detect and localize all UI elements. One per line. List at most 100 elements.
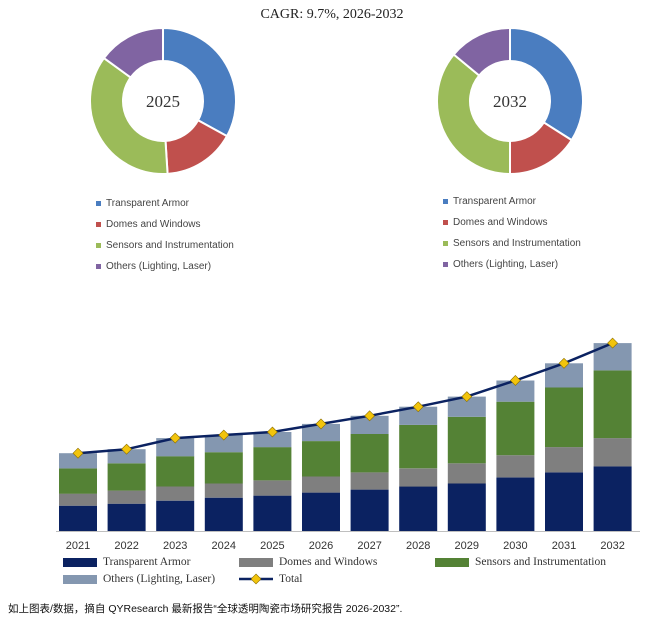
bar-segment-domes-and-windows-2021: [59, 493, 97, 506]
legend-label: Transparent Armor: [453, 195, 536, 207]
stacked-bar-chart: 2021 2022 2023 2024 2025 2026 2027 2028 2029 2030…: [56, 337, 640, 552]
bar-segment-others-lighting-laser-2029: [447, 396, 486, 417]
legend-swatch: [239, 557, 273, 567]
donut-legend-right: Transparent Armor Domes and Windows Sens…: [443, 191, 581, 275]
bar-segment-domes-and-windows-2022: [107, 490, 146, 504]
legend-item: Transparent Armor: [96, 193, 234, 214]
bar-segment-domes-and-windows-2023: [156, 486, 195, 501]
total-marker-2032: [607, 337, 619, 349]
x-tick-label: 2022: [114, 540, 138, 552]
bar-segment-transparent-armor-2028: [399, 486, 438, 531]
donut-slice-transparent-armor: [509, 26, 584, 142]
bar-segment-transparent-armor-2026: [302, 492, 340, 531]
bar-segment-others-lighting-laser-2028: [399, 406, 438, 425]
donut-slice-transparent-armor: [162, 26, 237, 138]
total-marker-2031: [558, 357, 570, 369]
legend-label: Others (Lighting, Laser): [453, 258, 559, 270]
legend-swatch: [63, 557, 97, 567]
donut-chart-2025: 2025: [88, 26, 238, 176]
legend-item-others: Others (Lighting, Laser): [63, 573, 215, 585]
total-marker-2030: [509, 375, 521, 386]
legend-label: Total: [279, 573, 303, 585]
donut-legend-left: Transparent Armor Domes and Windows Sens…: [96, 193, 234, 277]
bar-segment-others-lighting-laser-2023: [156, 438, 195, 457]
legend-label: Others (Lighting, Laser): [103, 573, 216, 585]
x-tick-label: 2032: [600, 540, 624, 552]
cagr-title: CAGR: 9.7%, 2026-2032: [260, 7, 404, 22]
bar-segment-others-lighting-laser-2027: [350, 415, 389, 434]
x-tick-label: 2028: [406, 540, 430, 552]
total-line: [77, 341, 614, 455]
x-tick-label: 2027: [357, 540, 381, 552]
bar-segment-others-lighting-laser-2024: [204, 435, 243, 453]
legend-label: Transparent Armor: [106, 197, 189, 209]
legend-item-transparent-armor: Transparent Armor: [63, 556, 190, 568]
legend-item-domes-windows: Domes and Windows: [239, 556, 377, 568]
donut-slice-sensors-and-instrumentation: [436, 53, 511, 176]
bar-segment-transparent-armor-2024: [204, 497, 243, 531]
bar-segment-domes-and-windows-2031: [545, 447, 583, 473]
bar-segment-sensors-and-instrumentation-2032: [593, 370, 632, 439]
legend-item: Others (Lighting, Laser): [96, 256, 234, 277]
total-marker-2021: [72, 447, 84, 459]
bar-segment-domes-and-windows-2025: [253, 480, 292, 496]
x-tick-label: 2025: [260, 540, 284, 552]
donut-slice-others-lighting-laser: [452, 26, 511, 77]
legend-item: Others (Lighting, Laser): [443, 254, 581, 275]
legend-item-total: Total: [239, 573, 302, 585]
donut-slice-sensors-and-instrumentation: [89, 56, 169, 175]
bar-segment-domes-and-windows-2028: [399, 468, 438, 487]
bar-segment-domes-and-windows-2032: [593, 438, 632, 467]
bar-segment-transparent-armor-2022: [107, 503, 146, 531]
bar-segment-domes-and-windows-2026: [302, 476, 340, 493]
legend-swatch: [443, 199, 448, 204]
legend-label: Domes and Windows: [106, 218, 201, 230]
bar-segment-sensors-and-instrumentation-2022: [107, 463, 146, 491]
bar-segment-transparent-armor-2029: [447, 483, 486, 531]
x-tick-label: 2024: [212, 540, 236, 552]
legend-item: Domes and Windows: [443, 212, 581, 233]
bar-segment-transparent-armor-2023: [156, 500, 195, 531]
total-marker-2022: [121, 443, 133, 455]
legend-item-sensors: Sensors and Instrumentation: [435, 556, 606, 568]
donut-center-label: 2025: [146, 92, 180, 111]
source-footnote: 如上图表/数据，摘自 QYResearch 最新报告“全球透明陶瓷市场研究报告 …: [8, 603, 403, 615]
legend-swatch: [96, 264, 101, 269]
x-tick-label: 2021: [66, 540, 90, 552]
legend-label: Sensors and Instrumentation: [106, 239, 234, 251]
total-marker-2029: [461, 391, 473, 403]
bar-segment-transparent-armor-2030: [496, 477, 535, 531]
total-marker-2026: [315, 418, 327, 430]
bar-segment-sensors-and-instrumentation-2024: [204, 452, 243, 484]
total-marker-2024: [218, 429, 230, 441]
legend-swatch: [63, 574, 97, 584]
total-line-swatch: [239, 573, 273, 585]
bar-segment-others-lighting-laser-2030: [496, 380, 535, 402]
bar-segment-domes-and-windows-2024: [204, 483, 243, 498]
legend-item: Sensors and Instrumentation: [96, 235, 234, 256]
legend-swatch: [435, 557, 469, 567]
bar-segment-sensors-and-instrumentation-2023: [156, 456, 195, 487]
legend-swatch: [96, 243, 101, 248]
bar-segment-transparent-armor-2032: [593, 466, 632, 531]
total-marker-2023: [169, 432, 181, 444]
donut-chart-2032: 2032: [435, 26, 585, 176]
bar-segment-domes-and-windows-2029: [447, 463, 486, 484]
legend-swatch: [443, 241, 448, 246]
legend-item: Sensors and Instrumentation: [443, 233, 581, 254]
legend-label: Transparent Armor: [103, 556, 191, 568]
x-tick-label: 2026: [309, 540, 333, 552]
bar-segment-sensors-and-instrumentation-2021: [59, 468, 97, 494]
legend-swatch: [443, 262, 448, 267]
legend-swatch: [443, 220, 448, 225]
legend-swatch: [96, 222, 101, 227]
bar-segment-sensors-and-instrumentation-2026: [302, 441, 340, 477]
total-marker-2027: [364, 410, 376, 422]
bar-segment-sensors-and-instrumentation-2030: [496, 401, 535, 456]
bar-segment-sensors-and-instrumentation-2025: [253, 447, 292, 481]
donut-center-label: 2032: [493, 92, 527, 111]
legend-swatch: [96, 201, 101, 206]
donut-slice-others-lighting-laser: [102, 26, 164, 79]
bar-segment-others-lighting-laser-2022: [107, 449, 146, 464]
x-tick-label: 2029: [455, 540, 479, 552]
